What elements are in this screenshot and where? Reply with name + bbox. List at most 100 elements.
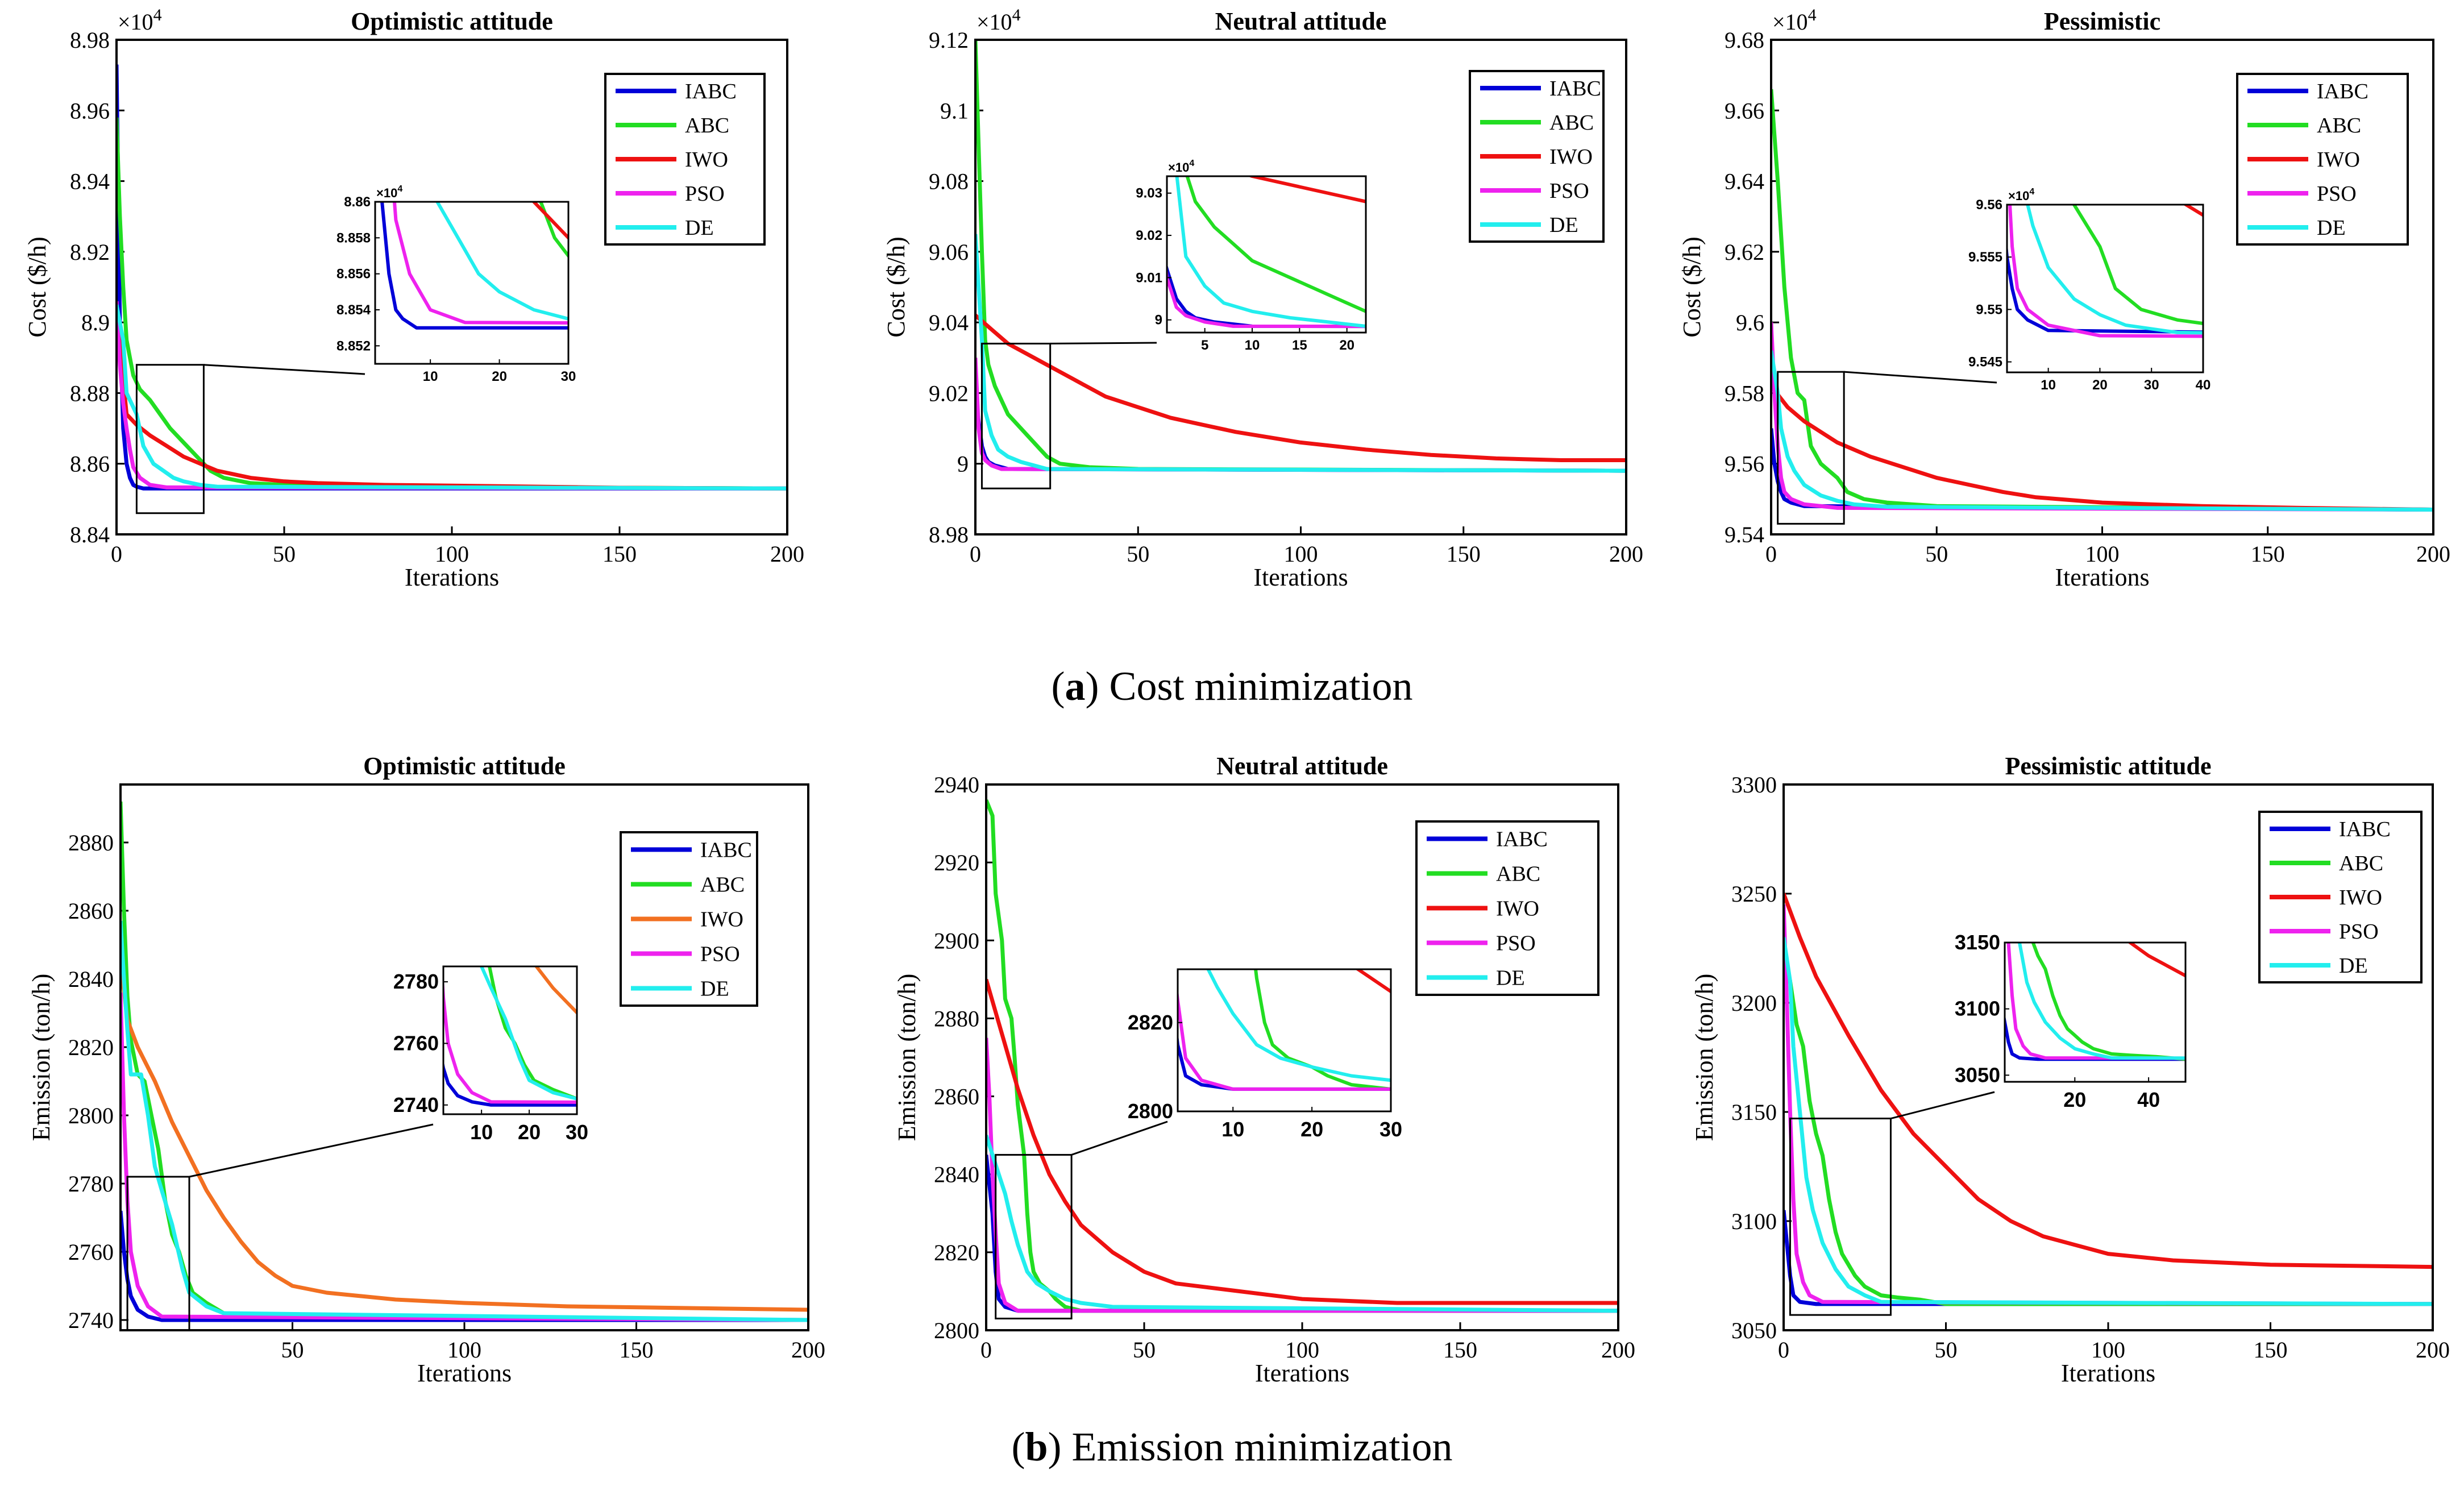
y-tick-label: 9.1	[940, 98, 969, 123]
inset-x-tick-label: 10	[2041, 377, 2056, 393]
y-tick-label: 2760	[68, 1239, 114, 1265]
y-tick-label: 3300	[1731, 772, 1777, 798]
legend-label-iwo: IWO	[2317, 148, 2360, 172]
x-axis-label: Iterations	[2061, 1359, 2155, 1387]
y-tick-label: 9.6	[1736, 310, 1764, 335]
series-line-pso	[1784, 904, 2433, 1306]
chart-title: Pessimistic attitude	[2005, 752, 2212, 780]
inset-series-line-iwo	[1247, 176, 1366, 204]
inset-series-line-iabc	[380, 202, 568, 330]
legend-label-abc: ABC	[685, 114, 729, 138]
y-tick-label: 8.94	[70, 169, 110, 194]
plot-frame	[115, 39, 788, 536]
inset-x-tick-label: 40	[2196, 377, 2211, 393]
y-tick-label: 9.66	[1725, 98, 1764, 123]
inset-frame	[2004, 941, 2187, 1083]
inset-y-tick-label: 2800	[1128, 1099, 1173, 1123]
chart-title: Pessimistic	[2044, 7, 2160, 35]
x-tick-label: 150	[1443, 1337, 1477, 1363]
x-tick-label: 0	[1778, 1337, 1789, 1363]
inset-frame	[442, 965, 578, 1115]
inset-plot	[380, 202, 568, 330]
series-line-iabc	[121, 1210, 808, 1322]
inset-y-tick-label: 9.555	[1968, 250, 2002, 265]
inset-y-tick-label: 9.01	[1136, 270, 1162, 285]
inset-series-line-iabc	[443, 1059, 577, 1107]
chart-panel-1: Optimistic attitude 8.84 8.86 8.88 8.9 8.92 8.…	[23, 6, 804, 591]
series-line-pso	[121, 992, 808, 1322]
y-tick-label: 2920	[934, 850, 979, 875]
legend-label-pso: PSO	[1496, 932, 1536, 956]
x-tick-label: 100	[1285, 1337, 1319, 1363]
inset-series-line-de	[480, 966, 577, 1101]
y-tick-label: 9.12	[929, 27, 969, 53]
series-line-pso	[986, 1037, 1618, 1313]
y-tick-label: 8.9	[81, 310, 110, 335]
y-tick-label: 3250	[1731, 881, 1777, 907]
y-tick-label: 8.92	[70, 239, 110, 265]
inset-y-tick-label: 2780	[393, 970, 439, 993]
y-tick-label: 9.62	[1725, 239, 1764, 265]
legend-label-iabc: IABC	[685, 80, 737, 103]
caption-b-text: Emission minimization	[1071, 1424, 1453, 1470]
legend-label-pso: PSO	[685, 182, 725, 206]
legend-label-iwo: IWO	[685, 148, 728, 172]
y-axis-label: Emission (ton/h)	[27, 974, 55, 1142]
inset-y-tick-label: 3150	[1955, 931, 2000, 954]
zoom-connector	[203, 364, 365, 375]
zoom-connector	[1071, 1120, 1168, 1156]
x-tick-label: 50	[1127, 541, 1149, 567]
legend-label-de: DE	[2317, 216, 2346, 240]
legend-label-iwo: IWO	[700, 908, 743, 932]
y-tick-label: 8.84	[70, 522, 110, 547]
inset-plot	[1167, 176, 1366, 329]
inset-x-tick-label: 20	[1339, 338, 1354, 353]
inset-y-tick-label: 2740	[393, 1093, 439, 1116]
y-tick-label: 8.86	[70, 451, 110, 477]
x-tick-label: 100	[447, 1337, 481, 1363]
inset-series-line-pso	[1167, 262, 1366, 329]
inset-exponent-label: ×104	[2008, 187, 2034, 203]
inset-x-tick-label: 30	[561, 369, 576, 384]
series-line-pso	[975, 358, 1626, 473]
inset-series-line-abc	[1254, 969, 1391, 1091]
series-line-de	[1771, 350, 2433, 512]
legend-label-de: DE	[700, 977, 729, 1001]
x-axis-label: Iterations	[1255, 1359, 1349, 1387]
plot-frame	[1770, 39, 2434, 536]
legend-label-de: DE	[1549, 213, 1578, 237]
x-tick-label: 100	[435, 541, 469, 567]
legend-label-pso: PSO	[700, 943, 740, 966]
series-line-pso	[1771, 322, 2433, 512]
plot-frame	[985, 783, 1619, 1331]
legend-label-abc: ABC	[1496, 862, 1540, 886]
zoom-connector	[1844, 371, 1997, 384]
inset-y-tick-label: 9.55	[1976, 302, 2002, 317]
y-tick-label: 8.98	[70, 27, 110, 53]
series-line-abc	[1771, 89, 2433, 512]
legend-label-iabc: IABC	[2317, 80, 2369, 103]
chart-panel-2: Neutral attitude 8.98 9 9.02 9.04 9.06 9.08 9.1…	[882, 6, 1643, 591]
inset-y-tick-label: 8.858	[336, 230, 371, 246]
x-tick-label: 200	[791, 1337, 825, 1363]
chart-title: Neutral attitude	[1215, 7, 1387, 35]
legend-label-pso: PSO	[2339, 920, 2379, 944]
x-tick-label: 150	[603, 541, 637, 567]
caption-a: (a) Cost minimization	[1051, 663, 1413, 709]
y-tick-label: 9.02	[929, 380, 969, 406]
y-exponent-label: ×104	[977, 6, 1021, 35]
inset-y-tick-label: 8.854	[336, 302, 371, 318]
legend-label-iabc: IABC	[2339, 817, 2391, 841]
y-tick-label: 3050	[1731, 1318, 1777, 1343]
zoom-box	[1777, 371, 1845, 525]
series-line-abc	[117, 117, 787, 491]
inset-series-line-pso	[2006, 943, 2185, 1060]
x-tick-label: 150	[2254, 1337, 2288, 1363]
inset-x-tick-label: 30	[2144, 377, 2159, 393]
x-tick-label: 100	[2085, 541, 2120, 567]
y-tick-label: 2900	[934, 928, 979, 953]
inset-x-tick-label: 30	[566, 1120, 588, 1144]
caption-a-letter: a	[1065, 663, 1086, 709]
inset-x-tick-label: 20	[1300, 1118, 1323, 1141]
